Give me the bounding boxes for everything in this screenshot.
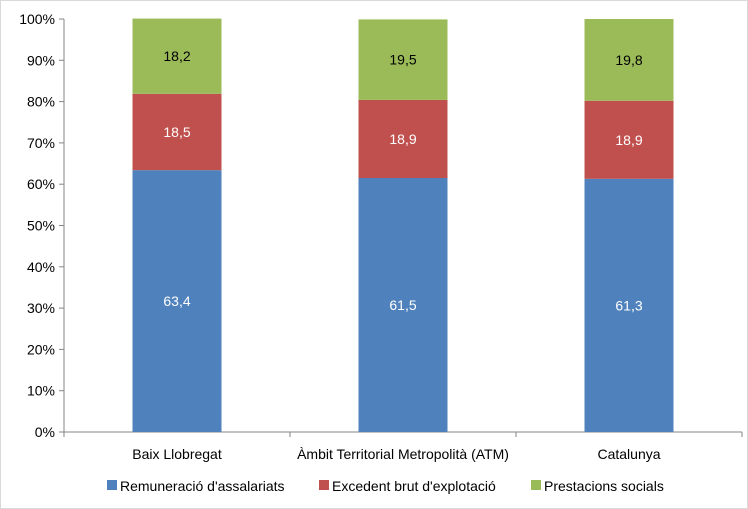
bar-segment: [358, 19, 448, 100]
legend-label: Remuneració d'assalariats: [120, 478, 285, 494]
y-tick-label: 60%: [27, 176, 55, 192]
data-label: 18,9: [389, 131, 416, 147]
data-label: 61,5: [389, 297, 416, 313]
y-tick-label: 40%: [27, 259, 55, 275]
y-tick-label: 70%: [27, 135, 55, 151]
y-tick-label: 80%: [27, 94, 55, 110]
y-tick-label: 10%: [27, 383, 55, 399]
data-label: 61,3: [615, 297, 642, 313]
data-label: 63,4: [163, 293, 190, 309]
bar-segment: [132, 93, 222, 171]
bar-segment: [584, 19, 674, 101]
bar-segment: [132, 170, 222, 432]
data-label: 18,2: [163, 48, 190, 64]
category-label: Baix Llobregat: [132, 446, 222, 462]
y-tick-label: 30%: [27, 300, 55, 316]
category-label: Catalunya: [597, 446, 660, 462]
y-tick-label: 100%: [19, 11, 55, 27]
bar-segment: [584, 100, 674, 179]
legend-label: Prestacions socials: [544, 478, 664, 494]
data-label: 18,9: [615, 132, 642, 148]
y-tick-label: 20%: [27, 341, 55, 357]
y-tick-label: 50%: [27, 218, 55, 234]
bar-segment: [584, 178, 674, 432]
bar-segment: [132, 18, 222, 94]
category-label: Àmbit Territorial Metropolità (ATM): [297, 446, 509, 462]
data-label: 18,5: [163, 124, 190, 140]
y-tick-label: 90%: [27, 52, 55, 68]
data-label: 19,5: [389, 52, 416, 68]
bar-segment: [358, 99, 448, 179]
legend-swatch: [107, 480, 117, 490]
data-label: 19,8: [615, 52, 642, 68]
bar-segment: [358, 178, 448, 432]
y-tick-label: 0%: [35, 424, 55, 440]
legend-swatch: [319, 480, 329, 490]
legend-swatch: [531, 480, 541, 490]
legend-label: Excedent brut d'explotació: [332, 478, 496, 494]
